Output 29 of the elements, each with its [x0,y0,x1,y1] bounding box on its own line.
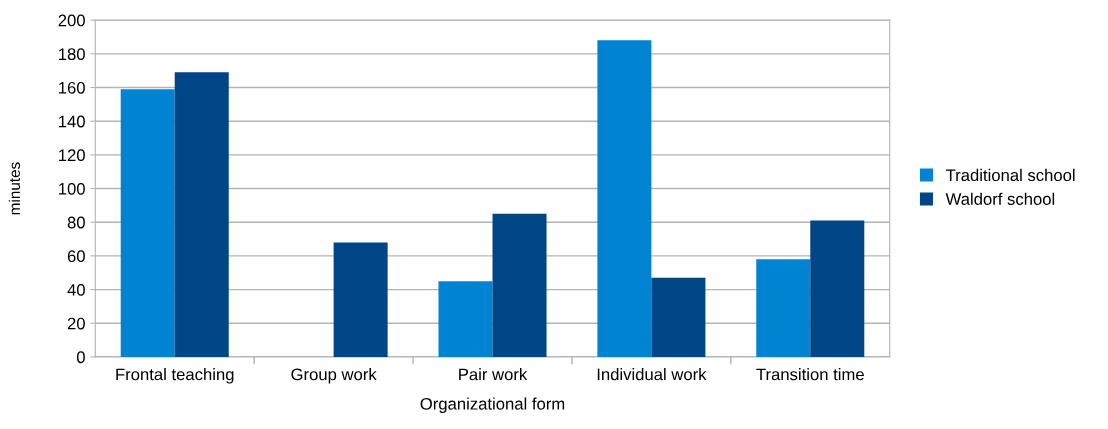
legend-label: Waldorf school [945,192,1055,205]
bar [597,40,652,357]
y-tick-label: 140 [59,115,85,128]
x-tick-label: Pair work [459,368,528,381]
y-tick-label: 20 [67,317,85,330]
bar [492,213,547,357]
bar [756,259,811,357]
x-tick-label: Frontal teaching [116,368,234,384]
y-tick-label: 80 [67,216,85,229]
bar [651,277,706,357]
y-tick-label: 160 [59,81,85,94]
x-tick-label: Individual work [597,368,707,381]
x-tick-label: Transition time [756,368,864,381]
y-tick-label: 180 [59,48,85,61]
x-axis-title: Organizational form [420,397,565,413]
y-tick-label: 100 [59,182,85,195]
bar [810,220,865,357]
bar [438,281,493,357]
y-tick-label: 60 [67,250,85,263]
y-tick-label: 40 [67,283,85,296]
x-tick-label: Group work [291,368,377,384]
y-axis-title: minutes [8,162,21,215]
bar [333,242,388,357]
bar [174,72,229,357]
y-tick-label: 120 [59,149,85,162]
y-tick-label: 0 [76,351,85,364]
y-tick-label: 200 [58,14,85,27]
legend-label: Traditional school [945,168,1075,182]
bar [120,89,175,357]
